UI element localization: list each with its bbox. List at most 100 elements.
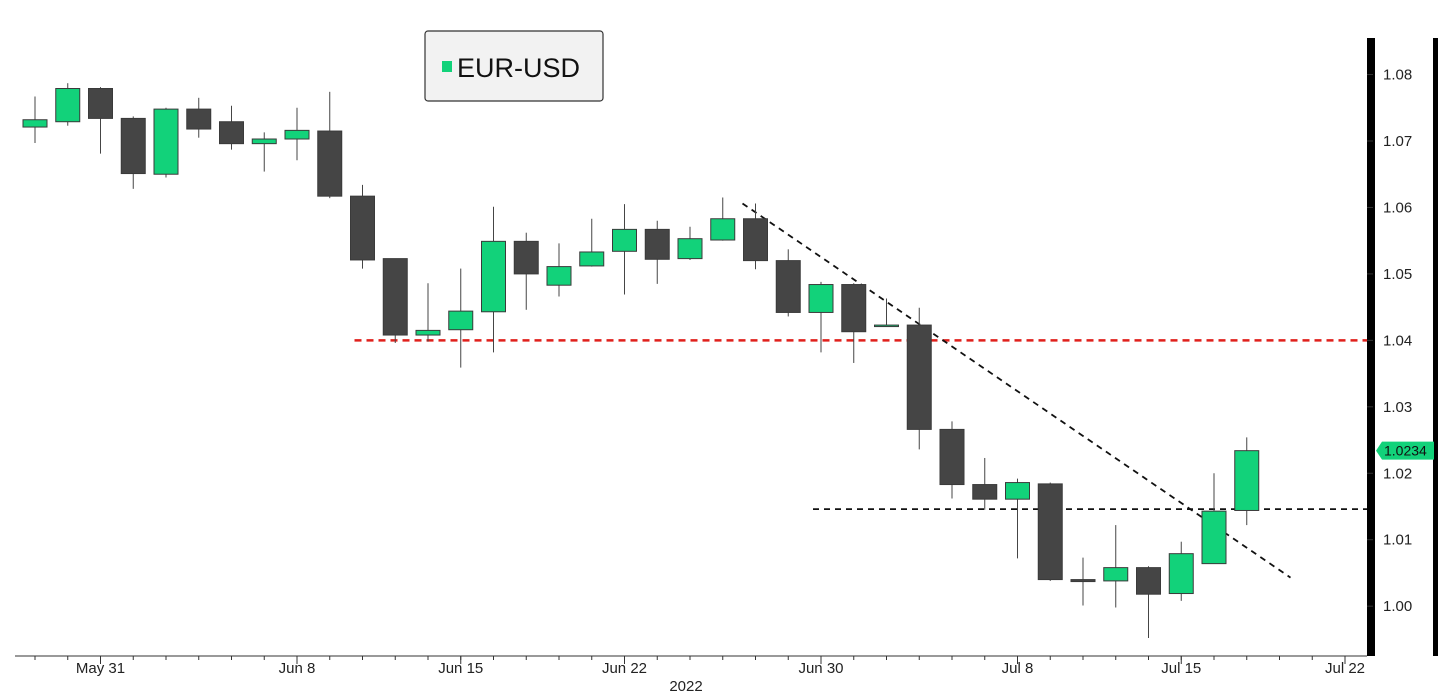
candle-body-down xyxy=(1070,579,1096,583)
candle-body-up xyxy=(677,238,703,260)
y-tick-label: 1.06 xyxy=(1383,199,1412,216)
y-tick-label: 1.05 xyxy=(1383,266,1412,283)
candle-body-up xyxy=(481,240,506,313)
candle xyxy=(251,132,277,172)
plot-area xyxy=(15,38,1367,656)
legend-box xyxy=(424,30,604,102)
y-tick-label: 1.01 xyxy=(1383,532,1412,549)
trend-line xyxy=(741,202,1292,579)
x-tick-label: Jul 8 xyxy=(1002,660,1034,677)
y-tick-label: 1.02 xyxy=(1383,465,1412,482)
candle xyxy=(906,307,932,450)
x-tick-label: May 31 xyxy=(76,660,125,677)
candle xyxy=(1234,437,1260,526)
candle xyxy=(1005,478,1030,559)
annotation-layer xyxy=(354,202,1367,579)
last-price-tag-background xyxy=(1376,441,1434,460)
candle-body-up xyxy=(55,88,81,123)
candle xyxy=(874,298,899,328)
candle xyxy=(1168,541,1194,601)
candle xyxy=(284,107,310,161)
candle-body-down xyxy=(317,130,343,197)
candle-body-up xyxy=(251,138,277,145)
candle-body-up xyxy=(415,329,441,336)
y-tick-label: 1.00 xyxy=(1383,598,1412,615)
candle xyxy=(677,226,703,260)
candle-body-down xyxy=(186,108,212,130)
candle-body-down xyxy=(939,428,965,486)
y-tick-label: 1.07 xyxy=(1383,133,1412,150)
legend-label-eur-usd: EUR-USD xyxy=(457,53,580,83)
candle xyxy=(743,203,768,270)
candle xyxy=(382,258,408,344)
legend-swatch-eur-usd xyxy=(442,61,452,72)
x-axis: May 31 Jun 8 Jun 15 Jun 22 Jun 30 Jul 8 Jul 15… xyxy=(15,655,1367,677)
candle-body-down xyxy=(972,484,998,500)
y-axis: 1.00 1.01 1.02 1.03 1.04 1.05 1.06 1.07 1.08 xyxy=(1367,38,1438,656)
candle-body-up xyxy=(1234,450,1260,511)
candle xyxy=(939,421,965,499)
candle-body-up xyxy=(808,284,834,313)
candle-body-down xyxy=(88,88,113,119)
candle xyxy=(317,91,343,199)
candle-body-up xyxy=(579,251,605,267)
candle-body-down xyxy=(120,117,146,175)
candle-body-up xyxy=(874,324,899,328)
y-tick-label: 1.08 xyxy=(1383,67,1412,84)
x-axis-year-label: 2022 xyxy=(669,678,702,695)
candle xyxy=(1037,482,1063,581)
candle xyxy=(972,457,998,510)
x-tick-label: Jul 15 xyxy=(1161,660,1201,677)
candle-body-down xyxy=(1037,483,1063,581)
candle xyxy=(22,96,48,143)
candle-body-down xyxy=(350,195,375,261)
y-tick-label: 1.04 xyxy=(1383,332,1412,349)
candle-body-up xyxy=(1005,482,1030,500)
candle-body-up xyxy=(1201,510,1227,565)
candle xyxy=(350,184,375,269)
candle-body-up xyxy=(153,108,179,175)
candle xyxy=(1103,525,1129,608)
candle xyxy=(841,283,867,363)
candle xyxy=(710,197,736,241)
candle-body-down xyxy=(841,284,867,333)
candle xyxy=(1136,566,1161,639)
candle-body-down xyxy=(382,258,408,336)
candle xyxy=(88,87,113,154)
candle-body-up xyxy=(284,129,310,140)
candle xyxy=(775,249,801,317)
candle-body-up xyxy=(448,310,474,331)
candle xyxy=(1070,557,1096,606)
candle xyxy=(219,105,244,150)
y-axis-label-strip xyxy=(1375,38,1433,656)
candle-body-down xyxy=(1136,567,1161,595)
candle-body-up xyxy=(710,218,736,241)
candle xyxy=(546,243,572,297)
candle-body-down xyxy=(513,240,539,275)
last-price-label: 1.0234 xyxy=(1384,443,1427,459)
candle-body-up xyxy=(1103,567,1129,582)
candle xyxy=(1201,473,1227,565)
candle-body-up xyxy=(22,119,48,128)
plot-background xyxy=(15,38,1367,656)
candle-body-down xyxy=(219,121,244,145)
legend: EUR-USD xyxy=(424,30,604,102)
candle xyxy=(153,107,179,178)
candle xyxy=(55,83,81,126)
candle xyxy=(186,97,212,138)
candle xyxy=(513,232,539,310)
x-tick-label: Jun 15 xyxy=(438,660,483,677)
candle-body-down xyxy=(775,260,801,313)
candle xyxy=(120,116,146,189)
candle xyxy=(579,218,605,267)
candle xyxy=(448,268,474,368)
candle-body-down xyxy=(644,228,670,260)
candle-body-down xyxy=(906,324,932,430)
candle xyxy=(808,281,834,353)
candle-body-up xyxy=(612,228,637,252)
candles-layer xyxy=(22,83,1260,639)
last-price-tag: 1.0234 xyxy=(1376,441,1434,460)
candle xyxy=(481,206,506,353)
x-tick-label: Jul 22 xyxy=(1325,660,1365,677)
